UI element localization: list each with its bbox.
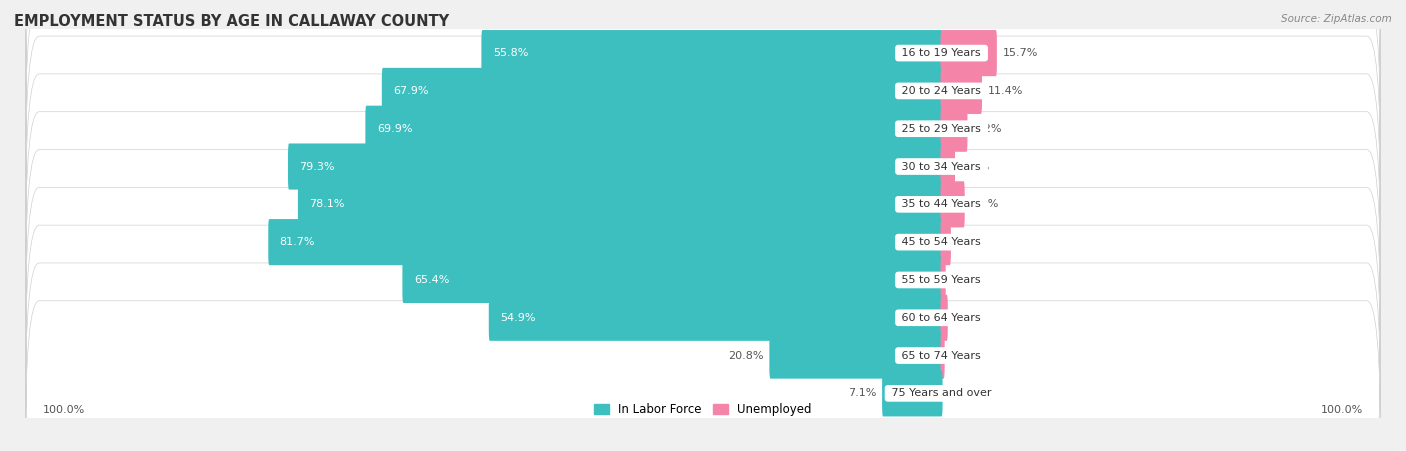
Text: 55.8%: 55.8% bbox=[492, 48, 529, 58]
FancyBboxPatch shape bbox=[941, 143, 955, 189]
FancyBboxPatch shape bbox=[25, 0, 1381, 184]
FancyBboxPatch shape bbox=[25, 187, 1381, 373]
Text: 55 to 59 Years: 55 to 59 Years bbox=[898, 275, 984, 285]
Text: 35 to 44 Years: 35 to 44 Years bbox=[898, 199, 984, 209]
FancyBboxPatch shape bbox=[941, 295, 948, 341]
Text: 20 to 24 Years: 20 to 24 Years bbox=[898, 86, 984, 96]
Text: 30 to 34 Years: 30 to 34 Years bbox=[898, 161, 984, 171]
FancyBboxPatch shape bbox=[941, 219, 950, 265]
FancyBboxPatch shape bbox=[25, 301, 1381, 451]
Text: 100.0%: 100.0% bbox=[42, 405, 84, 415]
FancyBboxPatch shape bbox=[941, 68, 981, 114]
FancyBboxPatch shape bbox=[366, 106, 942, 152]
Text: 3.6%: 3.6% bbox=[960, 161, 990, 171]
Text: 0.0%: 0.0% bbox=[949, 388, 977, 398]
Text: 6.4%: 6.4% bbox=[970, 199, 1000, 209]
FancyBboxPatch shape bbox=[402, 257, 942, 303]
FancyBboxPatch shape bbox=[941, 106, 967, 152]
FancyBboxPatch shape bbox=[288, 143, 942, 189]
Text: 69.9%: 69.9% bbox=[377, 124, 412, 134]
FancyBboxPatch shape bbox=[489, 295, 942, 341]
Text: 75 Years and over: 75 Years and over bbox=[889, 388, 995, 398]
FancyBboxPatch shape bbox=[941, 257, 946, 303]
Text: 25 to 29 Years: 25 to 29 Years bbox=[898, 124, 984, 134]
Text: 81.7%: 81.7% bbox=[280, 237, 315, 247]
Text: 65 to 74 Years: 65 to 74 Years bbox=[898, 350, 984, 361]
FancyBboxPatch shape bbox=[941, 332, 945, 379]
Text: 11.4%: 11.4% bbox=[988, 86, 1024, 96]
Text: 45 to 54 Years: 45 to 54 Years bbox=[898, 237, 984, 247]
FancyBboxPatch shape bbox=[25, 150, 1381, 335]
FancyBboxPatch shape bbox=[298, 181, 942, 227]
Text: 67.9%: 67.9% bbox=[394, 86, 429, 96]
Text: 79.3%: 79.3% bbox=[299, 161, 335, 171]
Text: 2.4%: 2.4% bbox=[956, 237, 986, 247]
Text: 78.1%: 78.1% bbox=[309, 199, 344, 209]
FancyBboxPatch shape bbox=[941, 181, 965, 227]
FancyBboxPatch shape bbox=[941, 30, 997, 76]
FancyBboxPatch shape bbox=[769, 332, 942, 379]
Text: EMPLOYMENT STATUS BY AGE IN CALLAWAY COUNTY: EMPLOYMENT STATUS BY AGE IN CALLAWAY COU… bbox=[14, 14, 449, 28]
Text: Source: ZipAtlas.com: Source: ZipAtlas.com bbox=[1281, 14, 1392, 23]
FancyBboxPatch shape bbox=[25, 263, 1381, 448]
FancyBboxPatch shape bbox=[25, 36, 1381, 221]
FancyBboxPatch shape bbox=[25, 225, 1381, 410]
FancyBboxPatch shape bbox=[269, 219, 942, 265]
Text: 54.9%: 54.9% bbox=[501, 313, 536, 323]
Legend: In Labor Force, Unemployed: In Labor Force, Unemployed bbox=[595, 403, 811, 416]
Text: 20.8%: 20.8% bbox=[728, 350, 763, 361]
FancyBboxPatch shape bbox=[25, 0, 1381, 146]
Text: 7.1%: 7.1% bbox=[848, 388, 876, 398]
Text: 7.2%: 7.2% bbox=[973, 124, 1002, 134]
FancyBboxPatch shape bbox=[25, 112, 1381, 297]
Text: 1.5%: 1.5% bbox=[953, 313, 981, 323]
Text: 16 to 19 Years: 16 to 19 Years bbox=[898, 48, 984, 58]
Text: 100.0%: 100.0% bbox=[1322, 405, 1364, 415]
FancyBboxPatch shape bbox=[882, 370, 942, 416]
Text: 15.7%: 15.7% bbox=[1002, 48, 1038, 58]
FancyBboxPatch shape bbox=[382, 68, 942, 114]
Text: 65.4%: 65.4% bbox=[413, 275, 449, 285]
Text: 60 to 64 Years: 60 to 64 Years bbox=[898, 313, 984, 323]
Text: 0.9%: 0.9% bbox=[952, 275, 980, 285]
FancyBboxPatch shape bbox=[25, 74, 1381, 259]
FancyBboxPatch shape bbox=[481, 30, 942, 76]
Text: 0.6%: 0.6% bbox=[950, 350, 979, 361]
